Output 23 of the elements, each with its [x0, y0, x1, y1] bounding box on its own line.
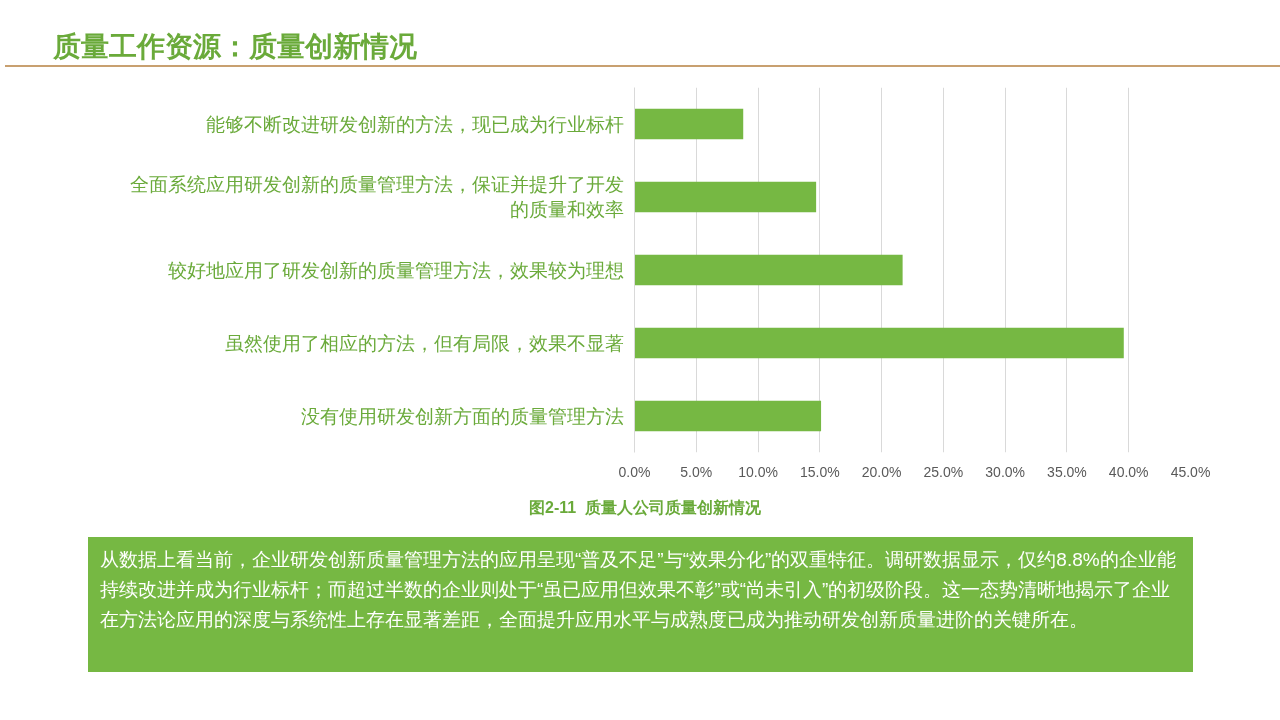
- x-tick-label: 20.0%: [861, 463, 902, 480]
- x-tick-label: 15.0%: [799, 463, 840, 480]
- text: 从数据上看当前，企业研发创新质量管理方法的应用呈现“普及不足”与“效果分化”的双重特征。调研数据显示，仅约8.8%的企业能持续改进并成为行业标杆；而超过半数的企业则处于“虽已应用但效果不彰”或“尚未引入”的初级阶段。这一态势清晰地揭示了企业在方法论应用的深度与系统性上存在显著差距，全面提升应用水平与成熟度已成为推动研发创新质量进阶的关键所在。: [100, 548, 1177, 632]
- bar: [634, 254, 903, 286]
- x-tick-label: 5.0%: [680, 463, 713, 480]
- x-tick-label: 25.0%: [923, 463, 964, 480]
- x-tick-label: 0.0%: [618, 463, 651, 480]
- x-tick-label: 10.0%: [738, 463, 778, 480]
- x-tick-label: 40.0%: [1108, 463, 1149, 480]
- y-tick-label: 全面系统应用研发创新的质量管理方法，保证并提升了开发的质量和效率: [129, 173, 624, 221]
- y-tick-label: 能够不断改进研发创新的方法，现已成为行业标杆: [205, 113, 624, 135]
- x-tick-label: 35.0%: [1047, 463, 1087, 480]
- x-tick-label: 45.0%: [1170, 463, 1211, 480]
- caption: 图2-11 质量人公司质量创新情况: [528, 498, 762, 518]
- y-tick-label: 虽然使用了相应的方法，但有局限，效果不显著: [224, 332, 624, 354]
- y-tick-label: 没有使用研发创新方面的质量管理方法: [300, 405, 624, 427]
- bar: [634, 181, 817, 213]
- bar: [634, 400, 822, 432]
- text: 质量工作资源：质量创新情况: [53, 30, 417, 64]
- x-tick-label: 30.0%: [985, 463, 1026, 480]
- bar: [634, 108, 744, 140]
- y-tick-label: 较好地应用了研发创新的质量管理方法，效果较为理想: [167, 259, 624, 281]
- bar: [634, 327, 1124, 359]
